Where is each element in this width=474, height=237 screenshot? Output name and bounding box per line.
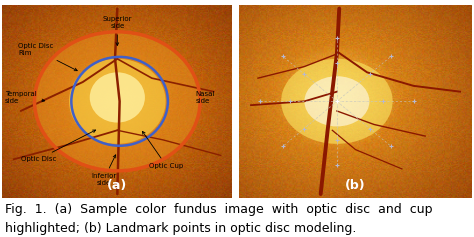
Ellipse shape bbox=[90, 72, 145, 123]
Text: Inferior
side: Inferior side bbox=[91, 155, 116, 186]
Text: Temporal
side: Temporal side bbox=[5, 91, 45, 104]
Text: Optic Disc: Optic Disc bbox=[21, 130, 96, 162]
Text: Fig.  1.  (a)  Sample  color  fundus  image  with  optic  disc  and  cup: Fig. 1. (a) Sample color fundus image wi… bbox=[5, 203, 432, 216]
Ellipse shape bbox=[304, 76, 369, 126]
Text: Nasal
side: Nasal side bbox=[195, 91, 215, 104]
Text: (b): (b) bbox=[345, 179, 366, 192]
Text: Superior
side: Superior side bbox=[102, 16, 132, 46]
Text: highlighted; (b) Landmark points in optic disc modeling.: highlighted; (b) Landmark points in opti… bbox=[5, 222, 356, 235]
Text: (a): (a) bbox=[107, 179, 128, 192]
Ellipse shape bbox=[35, 32, 200, 171]
Text: Optic Disc
Rim: Optic Disc Rim bbox=[18, 43, 77, 71]
Ellipse shape bbox=[281, 59, 392, 144]
Ellipse shape bbox=[69, 59, 165, 144]
Text: Optic Cup: Optic Cup bbox=[142, 131, 184, 169]
